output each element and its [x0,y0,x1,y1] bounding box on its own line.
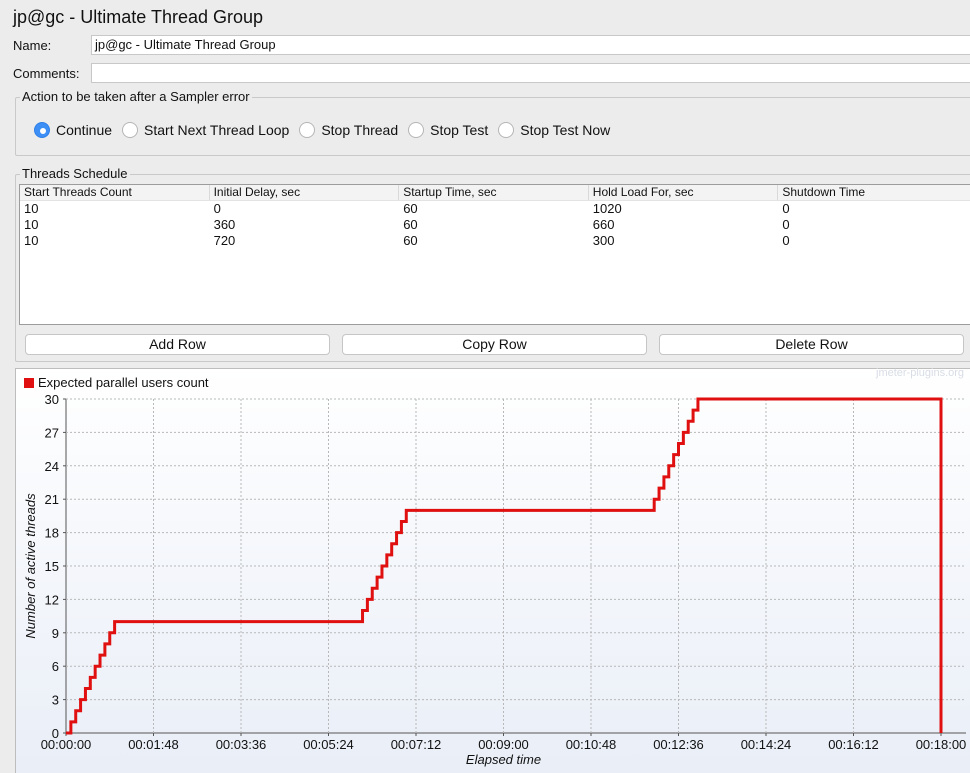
table-cell[interactable]: 300 [592,233,615,248]
radio-label: Start Next Thread Loop [144,122,290,138]
table-cell[interactable]: 60 [403,201,418,216]
radio-label: Stop Thread [321,122,399,138]
radio-stop-thread[interactable]: Stop Thread [299,122,398,138]
copy-row-button[interactable]: Copy Row [342,334,647,355]
table-row[interactable]: 10 0 60 1020 0 [20,201,970,217]
table-cell[interactable]: 60 [403,217,418,232]
column-header[interactable]: Start Threads Count [20,185,210,200]
radio-continue[interactable]: Continue [34,122,112,138]
name-field[interactable]: jp@gc - Ultimate Thread Group [91,35,970,55]
radio-label: Continue [56,122,113,138]
chart-legend: Expected parallel users count [24,375,209,390]
chart-watermark: jmeter-plugins.org [876,367,965,379]
chart-panel [15,368,970,773]
table-cell[interactable]: 720 [213,233,236,248]
radio-unselected-icon [408,122,425,138]
add-row-button[interactable]: Add Row [25,334,330,355]
column-header[interactable]: Startup Time, sec [399,185,589,200]
table-cell[interactable]: 60 [403,233,418,248]
radio-start-next-thread-loop[interactable]: Start Next Thread Loop [122,122,289,138]
table-cell[interactable]: 360 [213,217,236,232]
column-header[interactable]: Initial Delay, sec [210,185,400,200]
delete-row-button[interactable]: Delete Row [659,334,964,355]
radio-selected-icon [34,122,50,138]
comments-field[interactable] [91,63,970,83]
table-cell[interactable]: 0 [213,201,221,216]
sampler-error-options: Continue Start Next Thread Loop Stop Thr… [34,122,620,138]
radio-stop-test[interactable]: Stop Test [408,122,488,138]
radio-unselected-icon [122,122,139,138]
sampler-error-title: Action to be taken after a Sampler error [20,89,252,104]
radio-unselected-icon [498,122,515,138]
threads-schedule-table: Start Threads Count Initial Delay, sec S… [19,184,970,325]
column-header[interactable]: Hold Load For, sec [589,185,779,200]
sampler-error-group [15,97,970,156]
threads-schedule-title: Threads Schedule [20,166,130,181]
table-cell[interactable]: 10 [24,217,39,232]
table-row[interactable]: 10 720 60 300 0 [20,233,970,249]
name-label: Name: [13,38,52,53]
table-cell[interactable]: 10 [24,233,39,248]
table-cell[interactable]: 10 [24,201,39,216]
window-title: jp@gc - Ultimate Thread Group [13,7,264,27]
radio-label: Stop Test Now [520,122,611,138]
table-cell[interactable]: 0 [782,233,790,248]
radio-stop-test-now[interactable]: Stop Test Now [498,122,610,138]
legend-label: Expected parallel users count [38,375,209,390]
threads-schedule-group [15,174,970,362]
table-cell[interactable]: 1020 [592,201,622,216]
table-cell[interactable]: 0 [782,217,790,232]
legend-swatch [24,377,34,388]
comments-label: Comments: [13,66,80,81]
table-row[interactable]: 10 360 60 660 0 [20,217,970,233]
table-cell[interactable]: 0 [782,201,790,216]
panel-edge-marker [0,375,3,384]
radio-unselected-icon [299,122,316,138]
radio-label: Stop Test [430,122,489,138]
column-header[interactable]: Shutdown Time [782,185,866,199]
table-header: Start Threads Count Initial Delay, sec S… [20,185,970,201]
table-cell[interactable]: 660 [592,217,615,232]
